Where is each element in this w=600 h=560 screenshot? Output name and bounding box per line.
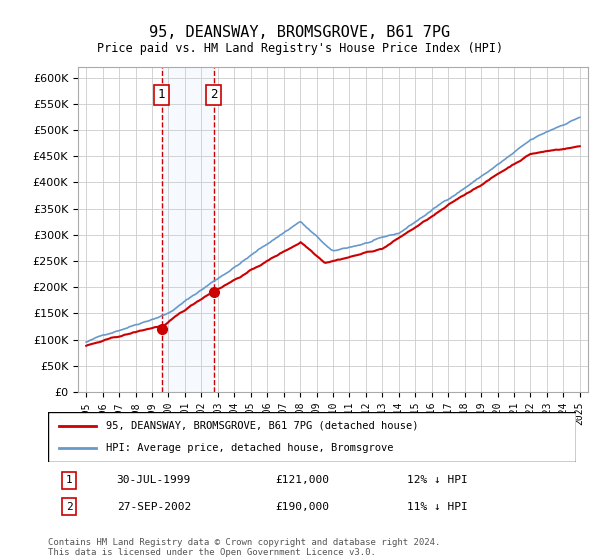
Text: 12% ↓ HPI: 12% ↓ HPI	[407, 475, 468, 485]
Text: 1: 1	[158, 88, 166, 101]
Text: 30-JUL-1999: 30-JUL-1999	[116, 475, 191, 485]
Text: 2: 2	[66, 502, 73, 512]
Bar	[161, 67, 214, 392]
Text: 1: 1	[66, 475, 73, 485]
Text: £190,000: £190,000	[275, 502, 329, 512]
Text: £121,000: £121,000	[275, 475, 329, 485]
Text: 2: 2	[210, 88, 217, 101]
Text: 27-SEP-2002: 27-SEP-2002	[116, 502, 191, 512]
Text: 11% ↓ HPI: 11% ↓ HPI	[407, 502, 468, 512]
Text: HPI: Average price, detached house, Bromsgrove: HPI: Average price, detached house, Brom…	[106, 443, 394, 453]
Text: Contains HM Land Registry data © Crown copyright and database right 2024.
This d: Contains HM Land Registry data © Crown c…	[48, 538, 440, 557]
FancyBboxPatch shape	[48, 412, 576, 462]
Text: 95, DEANSWAY, BROMSGROVE, B61 7PG (detached house): 95, DEANSWAY, BROMSGROVE, B61 7PG (detac…	[106, 421, 419, 431]
Text: Price paid vs. HM Land Registry's House Price Index (HPI): Price paid vs. HM Land Registry's House …	[97, 42, 503, 55]
Text: 95, DEANSWAY, BROMSGROVE, B61 7PG: 95, DEANSWAY, BROMSGROVE, B61 7PG	[149, 25, 451, 40]
